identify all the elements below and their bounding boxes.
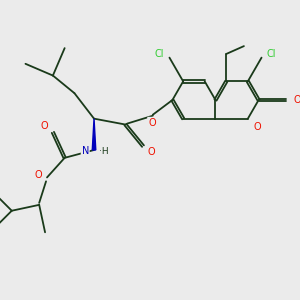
Text: ·H: ·H bbox=[99, 148, 109, 157]
Text: O: O bbox=[147, 147, 155, 157]
Text: O: O bbox=[34, 170, 42, 181]
Polygon shape bbox=[92, 119, 96, 150]
Text: Cl: Cl bbox=[267, 49, 276, 59]
Text: O: O bbox=[148, 118, 156, 128]
Text: N: N bbox=[82, 146, 89, 156]
Text: Cl: Cl bbox=[155, 49, 164, 59]
Text: O: O bbox=[40, 122, 48, 131]
Text: O: O bbox=[254, 122, 261, 131]
Text: O: O bbox=[294, 95, 300, 105]
